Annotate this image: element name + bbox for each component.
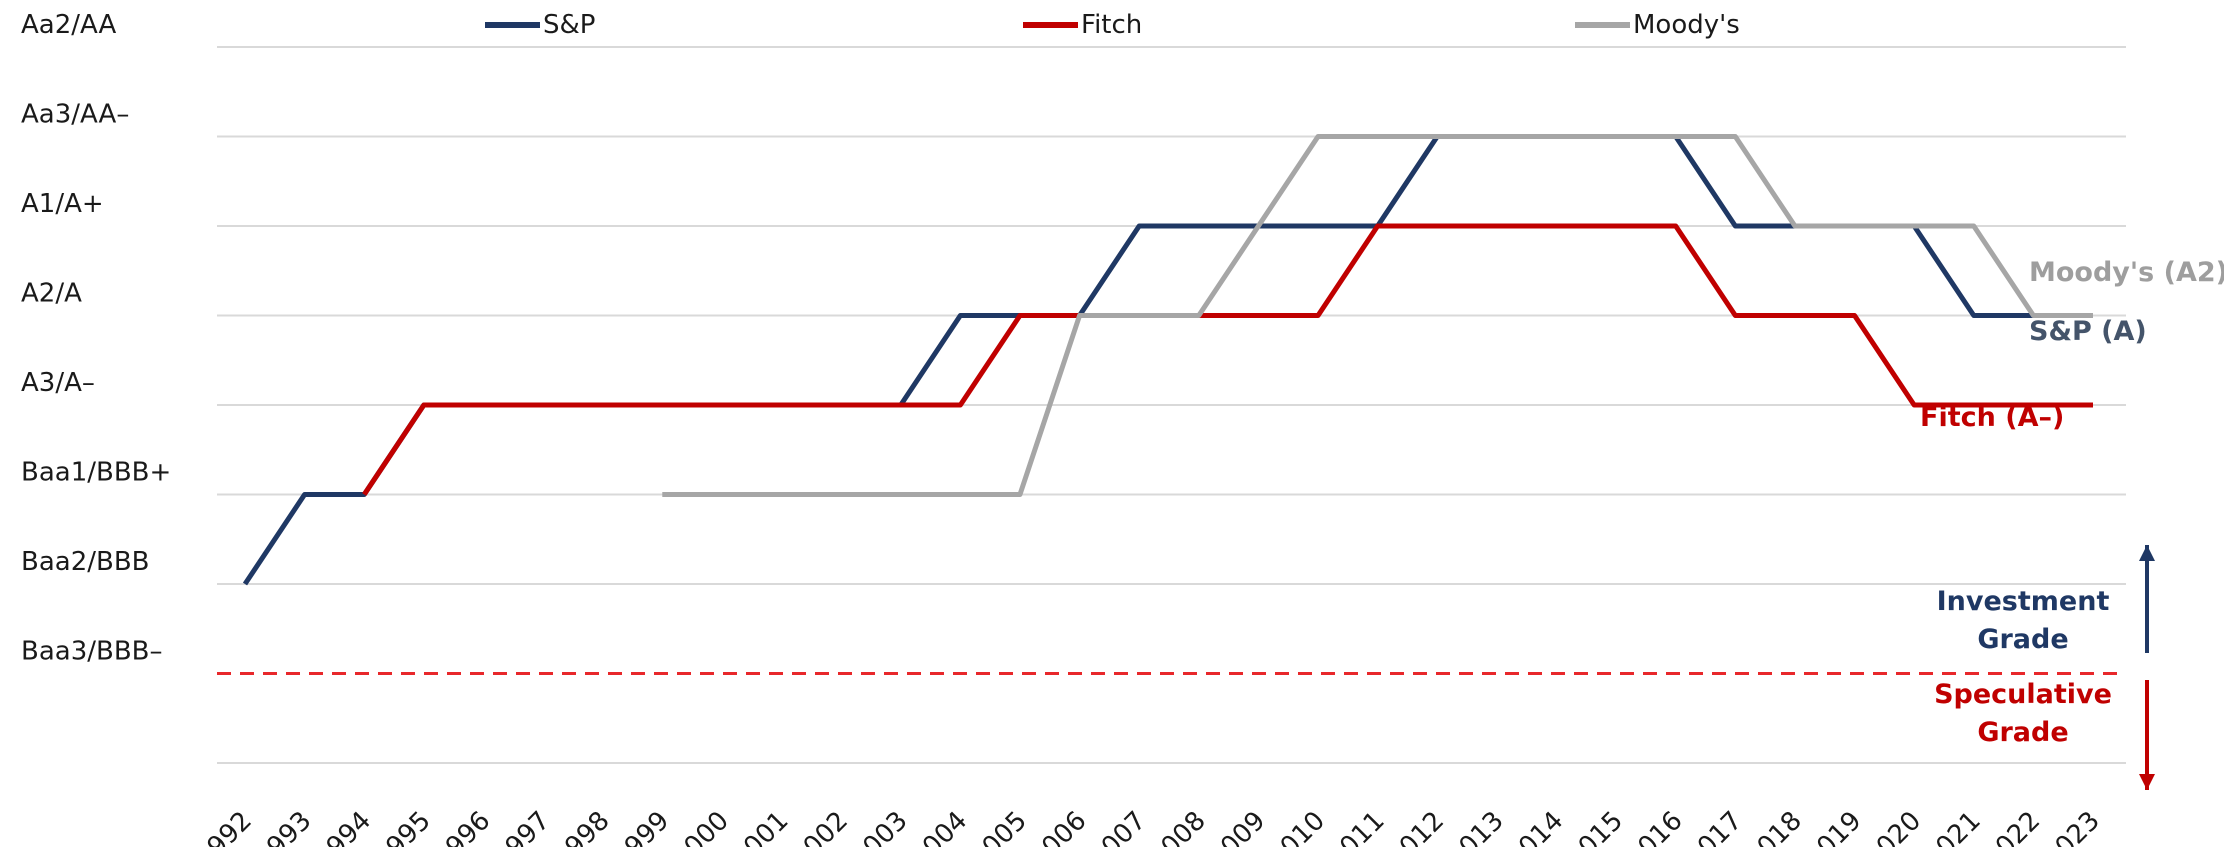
x-tick-label: 2011 (1323, 806, 1391, 847)
x-tick-label: 2022 (1978, 806, 2046, 847)
arrow-head (2139, 545, 2155, 561)
x-tick-label: 1996 (428, 806, 496, 847)
x-tick-label: 2016 (1621, 806, 1689, 847)
y-tick-label: Baa2/BBB (21, 547, 150, 577)
series-line (362, 223, 2093, 496)
x-tick-label: 2018 (1740, 806, 1808, 847)
annotation: Moody's (A2) (2029, 257, 2224, 288)
series-line (242, 134, 2093, 586)
x-tick-label: 2009 (1203, 806, 1271, 847)
annotation: Speculative Grade (1934, 679, 2112, 748)
x-tick-label: 2005 (965, 806, 1033, 847)
x-tick-label: 1992 (190, 806, 258, 847)
x-tick-label: 2015 (1561, 806, 1629, 847)
x-tick-label: 2013 (1442, 806, 1510, 847)
annotation: S&P (A) (2029, 316, 2147, 347)
x-tick-label: 2008 (1144, 806, 1212, 847)
y-tick-label: A2/A (21, 279, 82, 309)
x-tick-label: 2010 (1263, 806, 1331, 847)
x-tick-label: 1999 (607, 806, 675, 847)
x-tick-label: 2020 (1859, 806, 1927, 847)
x-tick-label: 2000 (667, 806, 735, 847)
x-tick-label: 2003 (846, 806, 914, 847)
x-tick-label: 2023 (2038, 806, 2106, 847)
x-tick-label: 2001 (726, 806, 794, 847)
annotation: Fitch (A–) (1920, 402, 2065, 433)
y-tick-label: Aa2/AA (21, 10, 117, 40)
legend-label: S&P (543, 10, 595, 40)
x-tick-label: 2017 (1680, 806, 1748, 847)
x-tick-label: 2019 (1799, 806, 1867, 847)
series-line (662, 134, 2093, 497)
legend-label: Fitch (1081, 10, 1142, 40)
legend-label: Moody's (1633, 10, 1740, 40)
x-tick-label: 2021 (1919, 806, 1987, 847)
x-tick-label: 1994 (309, 806, 377, 847)
y-tick-label: Baa3/BBB– (21, 637, 163, 667)
x-tick-label: 2007 (1084, 806, 1152, 847)
x-tick-label: 2006 (1025, 806, 1093, 847)
annotation: Investment Grade (1936, 586, 2110, 655)
x-tick-label: 2014 (1501, 806, 1569, 847)
x-tick-label: 1993 (250, 806, 318, 847)
x-tick-label: 2004 (905, 806, 973, 847)
x-tick-label: 1995 (369, 806, 437, 847)
x-tick-label: 1998 (548, 806, 616, 847)
arrow-head (2139, 774, 2155, 790)
y-tick-label: Aa3/AA– (21, 100, 129, 130)
y-tick-label: Baa1/BBB+ (21, 458, 171, 488)
x-tick-label: 2002 (786, 806, 854, 847)
x-tick-label: 1997 (488, 806, 556, 847)
y-tick-label: A1/A+ (21, 189, 104, 219)
y-tick-label: A3/A– (21, 368, 95, 398)
x-tick-label: 2012 (1382, 806, 1450, 847)
